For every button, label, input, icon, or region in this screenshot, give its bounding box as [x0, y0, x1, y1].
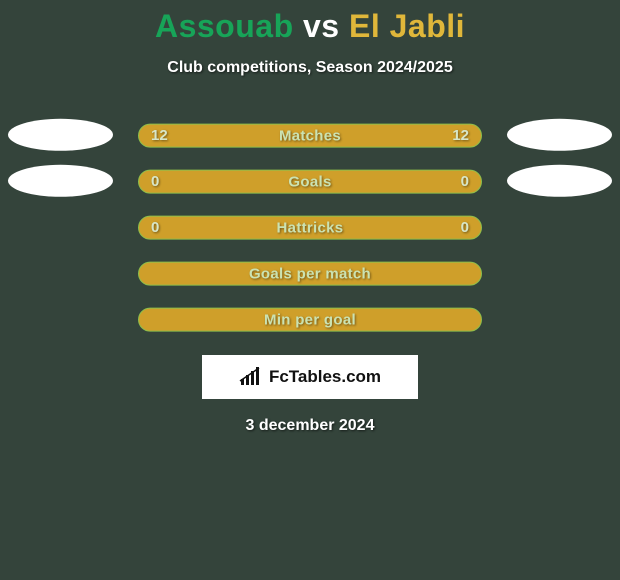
title-vs: vs	[303, 8, 340, 44]
stat-value-right: 0	[461, 173, 469, 190]
stat-bar: 0 Goals 0	[138, 170, 482, 194]
date-label: 3 december 2024	[0, 417, 620, 435]
stat-bar: 0 Hattricks 0	[138, 216, 482, 240]
player2-ellipse	[507, 119, 612, 151]
title-player1: Assouab	[155, 8, 294, 44]
stat-row: Goals per match	[0, 253, 620, 299]
stat-value-right: 12	[452, 127, 469, 144]
stat-value-left: 0	[151, 173, 159, 190]
brand-box[interactable]: FcTables.com	[202, 355, 418, 399]
subtitle: Club competitions, Season 2024/2025	[0, 59, 620, 77]
title-player2: El Jabli	[349, 8, 465, 44]
stat-label: Matches	[279, 127, 341, 144]
stat-value-left: 0	[151, 219, 159, 236]
stat-label: Goals	[288, 173, 331, 190]
comparison-card: Assouab vs El Jabli Club competitions, S…	[0, 0, 620, 435]
stat-label: Hattricks	[277, 219, 344, 236]
stat-value-left: 12	[151, 127, 168, 144]
stat-row: 12 Matches 12	[0, 115, 620, 161]
stat-value-right: 0	[461, 219, 469, 236]
stat-label: Goals per match	[249, 265, 371, 282]
stat-label: Min per goal	[264, 311, 356, 328]
brand-text: FcTables.com	[269, 367, 381, 387]
stat-bar: Goals per match	[138, 262, 482, 286]
stat-row: 0 Hattricks 0	[0, 207, 620, 253]
stat-bar: 12 Matches 12	[138, 124, 482, 148]
stat-bar: Min per goal	[138, 308, 482, 332]
stat-rows: 12 Matches 12 0 Goals 0 0 Hattricks 0 Goals per m…	[0, 115, 620, 345]
player1-ellipse	[8, 165, 113, 197]
player1-ellipse	[8, 119, 113, 151]
stat-row: Min per goal	[0, 299, 620, 345]
player2-ellipse	[507, 165, 612, 197]
stat-row: 0 Goals 0	[0, 161, 620, 207]
bar-chart-icon	[239, 367, 263, 387]
page-title: Assouab vs El Jabli	[0, 8, 620, 45]
